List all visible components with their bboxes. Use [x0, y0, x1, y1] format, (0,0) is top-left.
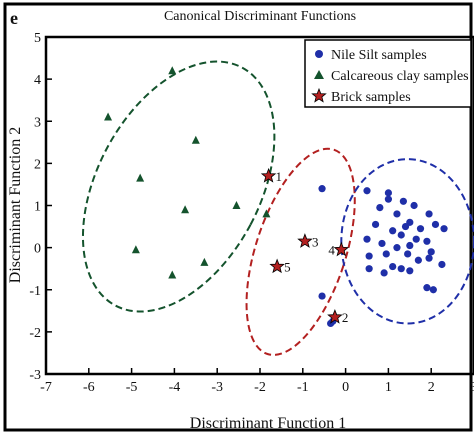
nile-silt-point [363, 235, 371, 243]
calcareous-clay-point [168, 270, 177, 279]
y-tick-label: -2 [29, 326, 41, 341]
nile-silt-point [380, 269, 388, 277]
y-tick-label: 1 [34, 200, 41, 215]
x-tick-label: 3 [471, 380, 474, 395]
nile-silt-point [389, 262, 397, 271]
nile-silt-point [365, 265, 373, 273]
brick-sample-label: 3 [312, 234, 319, 249]
nile-silt-point [423, 284, 431, 292]
nile-silt-point [410, 201, 418, 210]
nile-silt-point [397, 265, 405, 273]
x-tick-label: -7 [40, 380, 52, 395]
legend-label-calc: Calcareous clay samples [331, 69, 469, 84]
nile-silt-point [412, 235, 420, 243]
legend-triangle-marker [314, 70, 324, 79]
x-tick-label: -1 [297, 380, 309, 395]
nile-silt-point [378, 239, 386, 248]
legend-label-brick: Brick samples [331, 90, 411, 105]
y-tick-label: -1 [29, 284, 41, 299]
nile-silt-point [414, 256, 422, 264]
y-tick-label: 4 [34, 73, 41, 88]
group-ellipses [81, 60, 474, 356]
y-axis-label: Discriminant Function 2 [7, 127, 24, 283]
data-points: 1 2 34 5 [104, 66, 448, 328]
x-tick-label: 2 [428, 380, 435, 395]
legend-star-marker [311, 87, 327, 103]
nile-silt-point [401, 222, 410, 231]
calcareous-clay-point [200, 257, 209, 266]
x-tick-label: 1 [385, 380, 392, 395]
x-tick-label: -2 [254, 380, 266, 395]
y-tick-label: 3 [34, 115, 41, 130]
nile-silt-point [423, 237, 431, 245]
brick-sample-point [333, 241, 350, 257]
y-tick-label: 5 [34, 31, 41, 46]
nile-silt-point [416, 225, 425, 233]
nile-silt-point [425, 210, 433, 218]
nile-silt-point [393, 244, 401, 252]
legend-circle-marker [315, 50, 323, 58]
brick-sample-label: 2 [342, 310, 349, 325]
x-tick-label: -6 [83, 380, 95, 395]
x-axis-label: Discriminant Function 1 [190, 415, 346, 432]
calcareous-clay-point [262, 209, 271, 218]
x-tick-label: 0 [342, 380, 349, 395]
nile-silt-point [427, 248, 435, 256]
nile-silt-point [404, 250, 412, 258]
nile-silt-point [363, 187, 371, 195]
x-tick-label: -4 [169, 380, 181, 395]
legend-label-nile: Nile Silt samples [331, 48, 427, 63]
nile-silt-point [393, 210, 401, 218]
nile-silt-point [406, 267, 414, 275]
nile-silt-point [399, 197, 407, 205]
calcareous-clay-point [104, 112, 113, 121]
x-tick-label: -5 [126, 380, 138, 395]
nile-silt-point [318, 292, 326, 300]
x-tick-label: -3 [211, 380, 223, 395]
brick-sample-label: 5 [284, 260, 291, 275]
calcareous-clay-point [181, 205, 190, 214]
nile-silt-point [406, 241, 414, 250]
nile-silt-point [318, 185, 326, 193]
calcareous-clay-point [168, 66, 177, 75]
nile-silt-point [389, 227, 397, 235]
legend-box [304, 39, 472, 108]
calcareous-clay-point [191, 135, 200, 144]
nile-group-ellipse [340, 158, 474, 325]
nile-silt-point [371, 220, 380, 229]
brick-sample-point [269, 258, 285, 274]
nile-silt-point [365, 252, 373, 260]
legend: Nile Silt samples Calcareous clay sample… [304, 39, 472, 108]
nile-silt-point [384, 195, 392, 203]
brick-sample-point [327, 309, 343, 324]
calcareous-clay-point [232, 201, 241, 209]
brick-sample-label: 4 [328, 243, 335, 258]
nile-silt-point [376, 204, 384, 212]
calcareous-clay-point [131, 245, 140, 254]
calcareous-clay-point [136, 173, 145, 182]
y-tick-label: 0 [34, 242, 41, 257]
panel-label: e [10, 8, 18, 28]
y-tick-label: -3 [29, 368, 41, 383]
calc-group-ellipse [81, 60, 276, 313]
nile-silt-point [440, 225, 448, 233]
nile-silt-point [429, 286, 437, 294]
y-tick-label: 2 [34, 157, 41, 172]
nile-silt-point [382, 250, 390, 258]
brick-sample-point [297, 233, 313, 248]
nile-silt-point [425, 254, 433, 262]
chart-title: Canonical Discriminant Functions [164, 9, 356, 24]
nile-silt-point [431, 220, 440, 229]
nile-silt-point [397, 231, 405, 239]
brick-sample-point [260, 167, 277, 183]
nile-silt-point [438, 260, 446, 269]
nile-silt-point [384, 189, 392, 197]
brick-sample-label: 1 [276, 169, 283, 184]
